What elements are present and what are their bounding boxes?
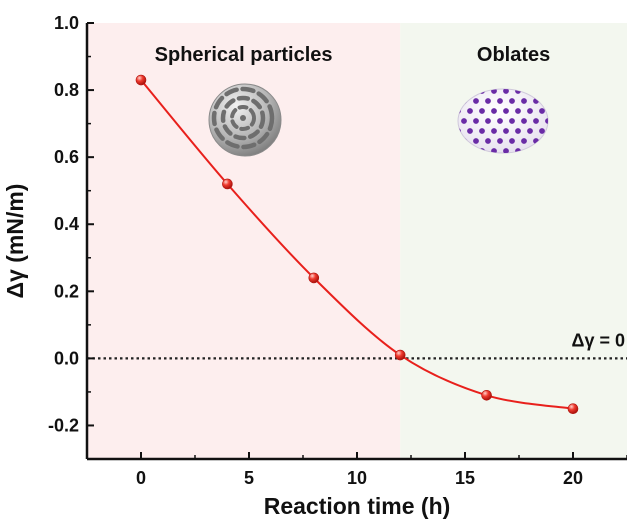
oblate-dot	[479, 128, 485, 134]
oblate-dot	[503, 89, 509, 94]
sphere-particle-icon	[208, 83, 282, 157]
oblate-dot	[527, 108, 533, 114]
oblate-dot	[515, 108, 521, 114]
oblate-dot	[491, 108, 497, 114]
oblate-dot	[533, 118, 539, 124]
oblate-dot	[485, 118, 491, 124]
y-tick-label: -0.2	[48, 415, 79, 435]
x-tick-label: 20	[563, 468, 583, 488]
oblate-dot	[509, 118, 515, 124]
oblate-dot	[527, 128, 533, 134]
oblate-dot	[497, 138, 503, 144]
oblate-dot	[515, 128, 521, 134]
y-axis-title: Δγ (mN/m)	[2, 184, 28, 299]
oblate-dot	[503, 128, 509, 134]
oblate-dot	[485, 138, 491, 144]
oblate-dot	[497, 118, 503, 124]
oblate-dot	[473, 118, 479, 124]
oblate-dot	[461, 118, 467, 124]
oblate-dot	[473, 98, 479, 104]
region-1	[400, 23, 627, 459]
x-axis-title: Reaction time (h)	[264, 493, 451, 519]
x-tick-label: 15	[455, 468, 475, 488]
oblate-dot	[539, 108, 545, 114]
oblate-dot	[467, 128, 473, 134]
y-tick-label: 0.4	[54, 214, 79, 234]
oblate-dot	[497, 98, 503, 104]
oblate-dot	[509, 138, 515, 144]
oblate-dot	[485, 98, 491, 104]
oblate-dot	[539, 128, 545, 134]
oblate-dot	[509, 98, 515, 104]
data-point	[567, 403, 579, 414]
x-tick-label: 0	[136, 468, 146, 488]
data-point	[222, 178, 233, 190]
reference-line-label: Δγ = 0	[572, 330, 625, 350]
region-label-0: Spherical particles	[155, 44, 333, 66]
data-point	[481, 389, 492, 401]
data-point	[308, 272, 320, 284]
x-tick-label: 5	[244, 468, 254, 488]
oblate-dot	[521, 98, 527, 104]
oblate-dot	[545, 118, 548, 124]
y-tick-label: 0.6	[54, 147, 79, 167]
y-tick-label: 1.0	[54, 13, 79, 33]
oblate-dot	[473, 138, 479, 144]
oblate-dot	[521, 118, 527, 124]
oblate-dot	[503, 148, 509, 153]
data-point	[394, 349, 406, 361]
oblate-dot	[503, 108, 509, 114]
y-tick-label: 0.0	[54, 348, 79, 368]
oblate-dot	[479, 108, 485, 114]
oblate-dot	[467, 108, 473, 114]
oblate-dot	[491, 128, 497, 134]
oblate-dot	[521, 138, 527, 144]
y-tick-label: 0.2	[54, 281, 79, 301]
region-label-1: Oblates	[477, 44, 550, 66]
x-tick-label: 10	[347, 468, 367, 488]
y-tick-label: 0.8	[54, 80, 79, 100]
data-point	[135, 74, 147, 86]
